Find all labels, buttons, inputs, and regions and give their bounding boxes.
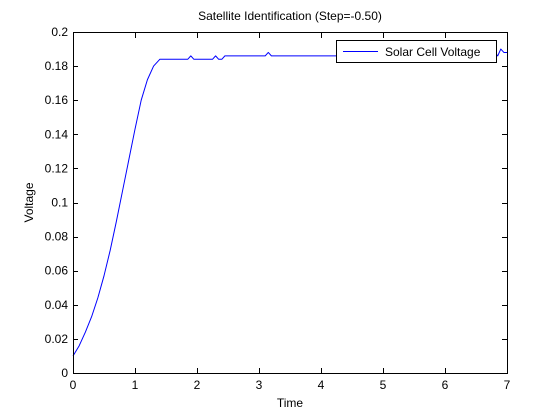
legend-label: Solar Cell Voltage — [385, 45, 481, 59]
x-tick-label: 0 — [70, 378, 77, 392]
y-tick-label: 0.08 — [45, 230, 69, 244]
legend-box — [336, 40, 497, 63]
y-tick-label: 0.16 — [45, 93, 69, 107]
y-tick-label: 0.18 — [45, 59, 69, 73]
y-tick-label: 0.02 — [45, 332, 69, 346]
x-axis-label: Time — [277, 396, 304, 410]
y-tick-label: 0.06 — [45, 264, 69, 278]
x-tick-label: 4 — [318, 378, 325, 392]
y-tick-label: 0.14 — [45, 127, 69, 141]
x-tick-label: 1 — [132, 378, 139, 392]
y-tick-label: 0.2 — [51, 25, 68, 39]
y-axis-label: Voltage — [22, 182, 36, 222]
plot-border — [73, 32, 508, 374]
y-tick-label: 0.04 — [45, 298, 69, 312]
plot-area — [73, 32, 507, 373]
x-tick-label: 5 — [380, 378, 387, 392]
y-tick-label: 0 — [61, 366, 68, 380]
y-tick-label: 0.12 — [45, 161, 69, 175]
x-tick-label: 3 — [256, 378, 263, 392]
x-axis-ticks: 0 1 2 3 4 5 6 7 — [70, 33, 511, 392]
legend: Solar Cell Voltage — [336, 40, 497, 63]
x-tick-label: 6 — [442, 378, 449, 392]
chart-title: Satellite Identification (Step=-0.50) — [198, 9, 382, 23]
x-tick-label: 2 — [194, 378, 201, 392]
x-tick-label: 7 — [504, 378, 511, 392]
y-tick-label: 0.1 — [51, 196, 68, 210]
